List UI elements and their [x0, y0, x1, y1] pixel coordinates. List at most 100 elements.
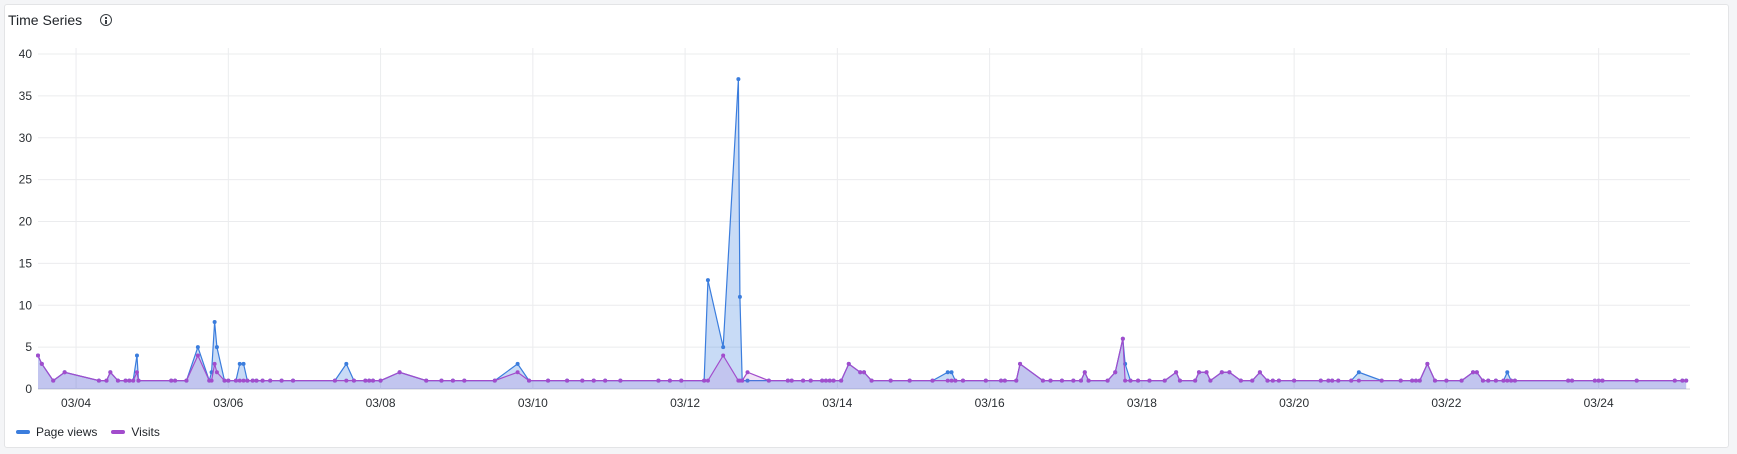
data-point-visits [1512, 378, 1517, 383]
data-point-visits [184, 378, 189, 383]
data-point-visits [237, 378, 242, 383]
x-tick-label: 03/04 [61, 396, 91, 410]
data-point-visits [222, 378, 227, 383]
data-point-visits [745, 370, 750, 375]
data-point-visits [1014, 378, 1019, 383]
data-point-visits [1596, 378, 1601, 383]
data-point-visits [1193, 378, 1198, 383]
data-point-visits [766, 378, 771, 383]
data-point-visits [209, 378, 214, 383]
legend-swatch-page-views [16, 430, 30, 434]
data-point-visits [1493, 378, 1498, 383]
x-tick-label: 03/14 [822, 396, 852, 410]
data-point-page-views [737, 294, 742, 299]
legend-label-page-views: Page views [36, 425, 98, 439]
data-point-visits [1318, 378, 1323, 383]
data-point-page-views [241, 361, 246, 366]
data-point-visits [96, 378, 101, 383]
data-point-page-views [945, 370, 950, 375]
data-point-visits [820, 378, 825, 383]
data-point-visits [930, 378, 935, 383]
data-point-visits [378, 378, 383, 383]
data-point-visits [1356, 378, 1361, 383]
data-point-visits [1120, 336, 1125, 341]
data-point-visits [827, 378, 832, 383]
data-point-visits [702, 378, 707, 383]
data-point-visits [363, 378, 368, 383]
panel-header: Time Series [8, 8, 113, 32]
data-point-visits [344, 378, 349, 383]
data-point-visits [740, 378, 745, 383]
y-tick-label: 15 [19, 256, 33, 270]
data-point-visits [1570, 378, 1574, 383]
data-point-visits [450, 378, 455, 383]
data-point-visits [173, 378, 178, 383]
data-point-page-views [736, 77, 741, 82]
data-point-page-views [705, 278, 710, 283]
data-point-visits [1128, 378, 1133, 383]
data-point-visits [1349, 378, 1354, 383]
data-point-visits [123, 378, 128, 383]
data-point-visits [679, 378, 684, 383]
y-tick-label: 0 [25, 382, 32, 396]
x-tick-label: 03/10 [518, 396, 548, 410]
data-point-visits [462, 378, 467, 383]
data-point-visits [591, 378, 596, 383]
data-point-visits [580, 378, 585, 383]
data-point-visits [862, 370, 866, 375]
data-point-visits [1204, 370, 1209, 375]
data-point-visits [546, 378, 551, 383]
data-point-page-views [1356, 370, 1361, 375]
panel-title: Time Series [8, 12, 83, 28]
chart-legend: Page views Visits [16, 425, 160, 439]
y-tick-label: 5 [25, 340, 32, 354]
data-point-visits [1238, 378, 1243, 383]
data-point-visits [1208, 378, 1213, 383]
data-point-visits [226, 378, 231, 383]
y-tick-label: 30 [19, 131, 33, 145]
data-point-visits [1326, 378, 1331, 383]
series-area-page-views [38, 79, 1687, 389]
data-point-visits [1002, 378, 1007, 383]
y-tick-label: 20 [19, 215, 33, 229]
data-point-visits [36, 353, 40, 358]
data-point-visits [268, 378, 273, 383]
data-point-visits [983, 378, 988, 383]
data-point-visits [254, 378, 259, 383]
legend-item-page-views[interactable]: Page views [16, 425, 97, 439]
data-point-visits [1270, 378, 1275, 383]
data-point-visits [1410, 378, 1415, 383]
y-tick-label: 35 [19, 89, 33, 103]
data-point-page-views [134, 353, 139, 358]
data-point-visits [1292, 378, 1297, 383]
data-point-visits [1040, 378, 1045, 383]
data-point-visits [1227, 370, 1232, 375]
data-point-visits [823, 378, 828, 383]
x-tick-label: 03/18 [1127, 396, 1157, 410]
info-icon[interactable] [100, 14, 113, 26]
data-point-visits [789, 378, 794, 383]
data-point-visits [214, 370, 219, 375]
data-point-visits [1219, 370, 1224, 375]
data-point-visits [858, 370, 863, 375]
data-point-visits [115, 378, 120, 383]
data-point-visits [108, 370, 113, 375]
x-tick-label: 03/16 [975, 396, 1005, 410]
data-point-visits [1276, 378, 1281, 383]
data-point-visits [1113, 370, 1118, 375]
data-point-visits [1505, 378, 1510, 383]
time-series-panel [4, 4, 1729, 448]
legend-item-visits[interactable]: Visits [111, 425, 160, 439]
data-point-visits [279, 378, 284, 383]
x-tick-label: 03/22 [1431, 396, 1461, 410]
data-point-visits [1680, 378, 1685, 383]
data-point-visits [1136, 378, 1141, 383]
data-point-visits [1413, 378, 1418, 383]
data-point-visits [134, 370, 139, 375]
data-point-visits [51, 378, 56, 383]
data-point-visits [527, 378, 532, 383]
data-point-page-views [237, 361, 242, 366]
data-point-visits [1196, 370, 1201, 375]
data-point-visits [1059, 378, 1064, 383]
